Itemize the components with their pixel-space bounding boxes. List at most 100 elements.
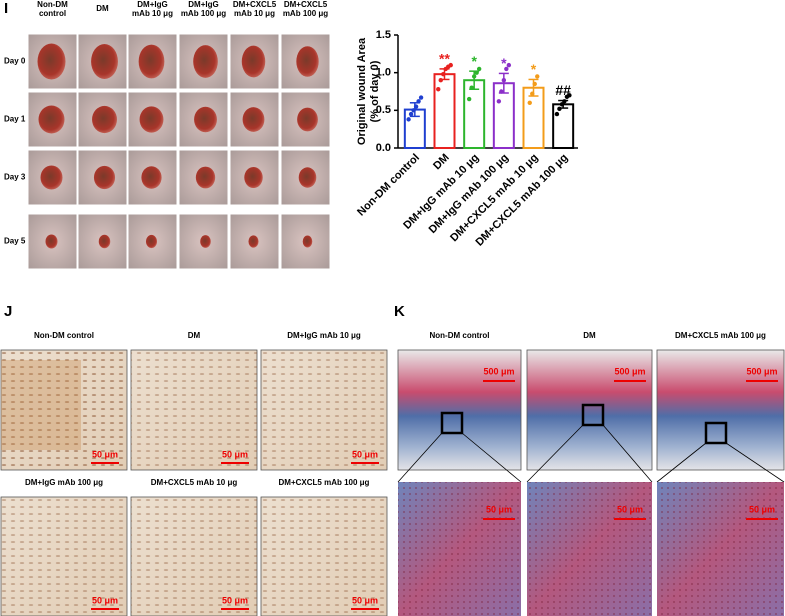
data-point — [438, 78, 443, 83]
wound — [200, 235, 211, 248]
zoom-line — [461, 432, 522, 483]
scale-label: 50 μm — [92, 595, 118, 605]
x-tick-label: Non-DM control — [355, 152, 422, 219]
data-point — [530, 91, 535, 96]
data-point — [559, 102, 565, 107]
cell-texture — [261, 350, 387, 470]
scale-label: 500 μm — [746, 366, 777, 376]
cell-texture — [261, 497, 387, 616]
data-point — [406, 117, 411, 122]
row-header: Day 3 — [4, 173, 26, 182]
wound — [138, 44, 165, 79]
y-tick-label: 0.0 — [376, 142, 391, 154]
image-title: DM+IgG mAb 10 μg — [287, 331, 361, 340]
column-header: control — [39, 9, 66, 18]
wound — [296, 46, 319, 77]
zoom-line — [602, 424, 653, 483]
image-title: DM+CXCL5 mAb 10 μg — [151, 478, 238, 487]
bar — [552, 103, 575, 149]
data-point — [474, 70, 479, 75]
zoom-line — [526, 424, 584, 483]
data-point — [469, 85, 474, 90]
wound — [194, 106, 217, 133]
wound — [37, 43, 66, 80]
data-point — [532, 81, 537, 87]
data-point — [448, 62, 453, 68]
wound — [195, 166, 216, 189]
panel-label: K — [394, 303, 405, 320]
wound — [297, 107, 318, 132]
column-header: DM+IgG — [188, 0, 218, 9]
bar — [463, 79, 486, 149]
column-header: mAb 100 μg — [283, 9, 328, 18]
column-header: DM+CXCL5 — [284, 0, 328, 9]
micrograph — [397, 349, 522, 471]
wound — [141, 166, 162, 189]
scale-label: 50 μm — [749, 504, 775, 514]
wound — [241, 45, 266, 78]
wound — [38, 105, 65, 134]
wound-photo — [178, 213, 229, 270]
wound — [92, 105, 117, 134]
zoom-texture — [527, 482, 652, 616]
data-point — [504, 66, 509, 72]
wound-photo — [77, 91, 128, 148]
zoom-box — [440, 411, 464, 435]
scale-label: 50 μm — [92, 449, 118, 459]
wound — [302, 235, 313, 248]
data-point — [567, 93, 572, 98]
scale-label: 50 μm — [222, 595, 248, 605]
column-header: mAb 10 μg — [132, 9, 173, 18]
wound — [45, 234, 58, 249]
image-title: Non-DM control — [430, 331, 490, 340]
image-title: Non-DM control — [34, 331, 94, 340]
scale-label: 50 μm — [617, 504, 643, 514]
bar — [522, 86, 545, 149]
cell-texture — [1, 497, 127, 616]
micrograph — [656, 349, 785, 471]
data-point — [501, 78, 507, 83]
zoom-box — [704, 421, 728, 445]
x-tick-label: DM — [431, 152, 452, 173]
data-point — [418, 95, 424, 100]
zoom-line — [725, 442, 785, 483]
micrograph — [526, 349, 653, 471]
cell-texture — [1, 350, 127, 470]
panel-label: J — [4, 303, 12, 320]
image-title: DM+CXCL5 mAb 100 μg — [279, 478, 370, 487]
wound — [93, 165, 116, 190]
scale-label: 50 μm — [222, 449, 248, 459]
y-tick-label: 1.0 — [376, 67, 391, 79]
zoom-texture — [398, 482, 521, 616]
column-header: DM — [96, 4, 109, 13]
wound — [139, 106, 164, 133]
y-axis-label: Original wound Area — [356, 37, 368, 145]
significance: * — [471, 53, 477, 69]
image-title: DM — [583, 331, 596, 340]
bar — [433, 73, 456, 149]
scale-label: 50 μm — [352, 449, 378, 459]
column-header: DM+CXCL5 — [233, 0, 277, 9]
data-point — [562, 99, 567, 104]
significance: * — [501, 55, 507, 71]
scale-label: 50 μm — [352, 595, 378, 605]
image-title: DM+CXCL5 mAb 100 μg — [675, 331, 766, 340]
data-point — [496, 99, 502, 104]
stain-area — [1, 360, 81, 450]
wound — [248, 235, 259, 248]
wound — [298, 167, 317, 188]
significance: ## — [555, 82, 571, 98]
row-header: Day 1 — [4, 115, 26, 124]
column-header: mAb 100 μg — [181, 9, 226, 18]
y-axis-label: (% of day 0) — [369, 60, 381, 122]
data-point — [506, 62, 512, 68]
zoom-line — [397, 432, 443, 483]
data-point — [436, 87, 441, 92]
data-point — [466, 96, 472, 102]
wound — [40, 165, 63, 190]
data-point — [476, 66, 482, 72]
row-header: Day 5 — [4, 237, 26, 246]
data-point — [499, 89, 504, 94]
significance: * — [531, 61, 537, 77]
